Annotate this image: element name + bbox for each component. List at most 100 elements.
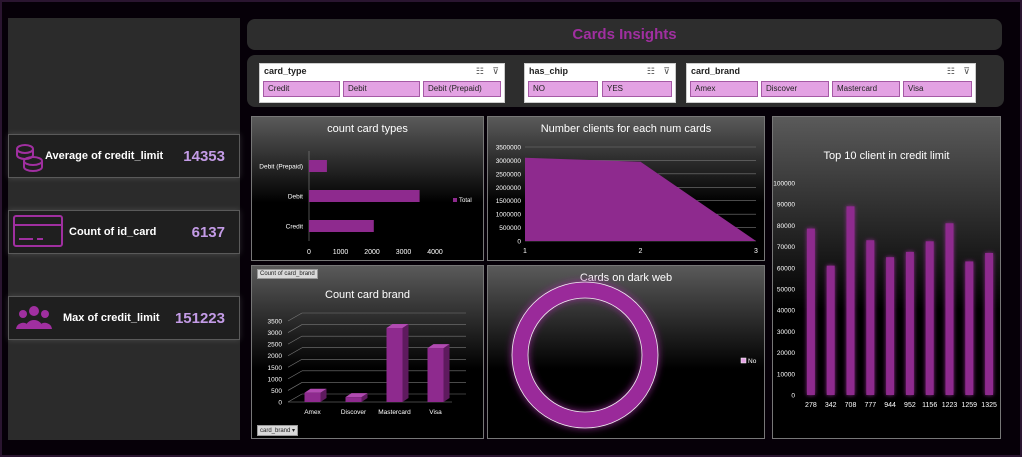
- people-icon: [16, 306, 52, 329]
- bar-side: [443, 344, 450, 402]
- chart-title: count card types: [327, 123, 408, 135]
- gridline: [287, 359, 303, 368]
- bar: [925, 241, 934, 395]
- chart-dark-web: Cards on dark web No: [487, 265, 765, 439]
- chart-top10-credit: Top 10 client in credit limit 0 10000 2000…: [772, 116, 1001, 439]
- y-tick-label: Debit: [288, 194, 303, 201]
- clear-filter-icon[interactable]: ⊽: [663, 66, 670, 76]
- kpi-value: 14353: [183, 147, 225, 165]
- field-button-count-card-brand[interactable]: Count of card_brand: [257, 269, 318, 279]
- x-tick-label: 4000: [427, 249, 443, 256]
- bar-chart-top10: 0 10000 20000 30000 40000 50000 60000 70000 8000…: [773, 181, 997, 410]
- x-tick-label: 777: [864, 402, 876, 409]
- slicer-item-visa[interactable]: Visa: [903, 81, 972, 97]
- donut-slice: [512, 282, 658, 428]
- slicer-title: card_type: [264, 66, 307, 76]
- y-tick-label: 40000: [777, 308, 795, 315]
- y-tick-label: 3000000: [496, 158, 522, 165]
- gridline: [287, 324, 303, 333]
- chart-clients-num-cards: Number clients for each num cards 0 50000…: [487, 116, 765, 261]
- bar: [945, 223, 954, 395]
- x-tick-label: Discover: [341, 409, 367, 416]
- y-tick-label: 2000: [268, 353, 283, 360]
- bar: [345, 397, 362, 402]
- x-tick-label: 1000: [333, 249, 349, 256]
- bar: [309, 220, 374, 232]
- bar: [965, 261, 974, 395]
- x-tick-label: 342: [825, 402, 837, 409]
- slicer-item-amex[interactable]: Amex: [690, 81, 758, 97]
- slicer-item-discover[interactable]: Discover: [761, 81, 829, 97]
- clear-filter-icon[interactable]: ⊽: [963, 66, 970, 76]
- y-tick-label: 1500000: [496, 198, 522, 205]
- y-tick-label: 1000: [268, 376, 283, 383]
- y-tick-label: 1500: [268, 365, 283, 372]
- multi-select-icon[interactable]: ☷: [646, 66, 655, 76]
- slicer-title: has_chip: [529, 66, 569, 76]
- x-tick-label: 1: [523, 248, 527, 255]
- bar-side: [402, 323, 409, 402]
- multi-select-icon[interactable]: ☷: [475, 66, 484, 76]
- slicer-item-debit-prepaid[interactable]: Debit (Prepaid): [423, 81, 501, 97]
- x-tick-label: Visa: [429, 409, 442, 416]
- slicer-bar: card_type ☷ ⊽ Credit Debit Debit (Prepai…: [247, 55, 1004, 107]
- bar-top: [427, 344, 450, 349]
- y-tick-label: 80000: [777, 223, 795, 230]
- bar: [826, 265, 835, 395]
- y-tick-label: 3000: [268, 330, 283, 337]
- chart-title: Number clients for each num cards: [540, 123, 712, 135]
- y-tick-label: 10000: [777, 371, 795, 378]
- bar-side: [361, 393, 368, 402]
- slicer-item-debit[interactable]: Debit: [343, 81, 420, 97]
- y-tick-label: 0: [517, 239, 521, 246]
- clear-filter-icon[interactable]: ⊽: [492, 66, 499, 76]
- bar: [309, 190, 420, 202]
- y-tick-label: 500000: [499, 225, 521, 232]
- field-button-label: card_brand: [260, 428, 291, 434]
- x-tick-label: 2000: [364, 249, 380, 256]
- field-button-card-brand[interactable]: card_brand ▾: [257, 425, 299, 436]
- x-tick-label: Mastercard: [378, 409, 411, 416]
- chart-title: Cards on dark web: [579, 272, 673, 284]
- page-title: Cards Insights: [247, 19, 1002, 50]
- x-tick-label: 0: [307, 249, 311, 256]
- coins-icon: [16, 144, 43, 172]
- slicer-item-mastercard[interactable]: Mastercard: [832, 81, 900, 97]
- slicer-card-type: card_type ☷ ⊽ Credit Debit Debit (Prepai…: [259, 63, 505, 103]
- bar: [985, 252, 994, 395]
- y-tick-label: 20000: [777, 350, 795, 357]
- x-tick-label: 952: [904, 402, 916, 409]
- kpi-value: 6137: [191, 223, 225, 241]
- x-tick-label: 3: [754, 248, 758, 255]
- legend-swatch: [740, 357, 747, 364]
- bar-top: [386, 323, 409, 328]
- chart-title: Count card brand: [325, 289, 410, 301]
- multi-select-icon[interactable]: ☷: [946, 66, 955, 76]
- bar-chart-card-types: 0 1000 2000 3000 4000 Credit Debit Debit (Prepa…: [259, 151, 472, 256]
- bar: [304, 392, 321, 402]
- gridline: [287, 370, 303, 380]
- bar: [806, 228, 815, 395]
- area-chart-clients: 0 500000 1000000 1500000 2000000 2500000 30000…: [496, 145, 758, 256]
- bar: [905, 251, 914, 395]
- bar: [886, 257, 895, 395]
- y-tick-label: 2500: [268, 342, 283, 349]
- bar-chart-card-brand: 0 500 1000 1500 2000 2500 3000 3500 Amex Discover…: [268, 312, 466, 416]
- x-tick-label: 1223: [942, 402, 958, 409]
- bar: [427, 348, 444, 402]
- x-tick-label: Amex: [304, 409, 321, 416]
- slicer-item-credit[interactable]: Credit: [263, 81, 340, 97]
- slicer-title: card_brand: [691, 66, 741, 76]
- slicer-card-brand: card_brand ☷ ⊽ Amex Discover Mastercard …: [686, 63, 976, 103]
- gridline: [287, 312, 303, 322]
- slicer-item-yes[interactable]: YES: [602, 81, 672, 97]
- bar: [386, 327, 403, 402]
- x-tick-label: 3000: [396, 249, 412, 256]
- legend-label: No: [748, 358, 757, 365]
- y-tick-label: 3500: [268, 319, 283, 326]
- slicer-item-no[interactable]: NO: [528, 81, 598, 97]
- y-tick-label: 0: [278, 400, 282, 407]
- area-series: [525, 157, 756, 241]
- legend-label: Total: [459, 198, 472, 204]
